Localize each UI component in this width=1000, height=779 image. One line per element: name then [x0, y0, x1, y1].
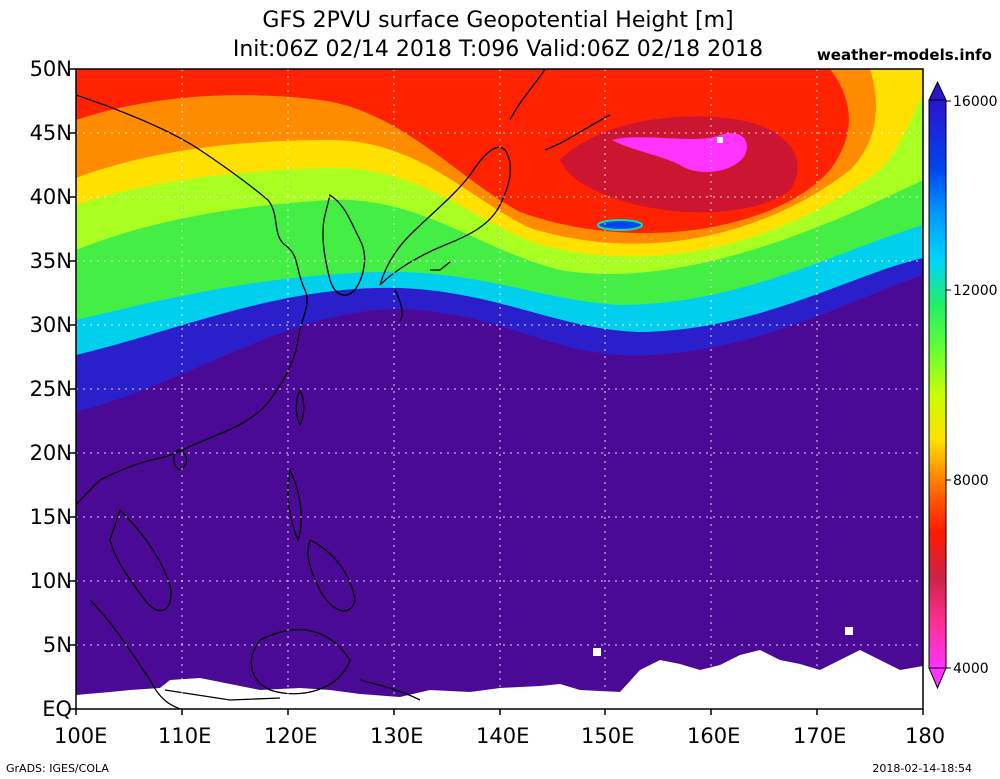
lat-label-20n: 20N: [29, 441, 72, 465]
low-magenta: [612, 132, 748, 173]
colorbar-label-12000: 12000: [953, 283, 998, 299]
coastlines: [76, 69, 611, 709]
colorbar: [928, 80, 951, 690]
colorbar-bottom-arrow: [928, 667, 947, 690]
height-field: [76, 69, 923, 709]
lon-label-100e: 100E: [54, 724, 108, 748]
lat-label-5n: 5N: [42, 633, 72, 657]
lat-label-25n: 25N: [29, 377, 72, 401]
credit-text: weather-models.info: [816, 46, 992, 64]
lon-label-110e: 110E: [158, 724, 212, 748]
footer-timestamp: 2018-02-14-18:54: [872, 762, 972, 775]
lon-label-130e: 130E: [370, 724, 424, 748]
lon-label-170e: 170E: [793, 724, 847, 748]
lat-label-35n: 35N: [29, 249, 72, 273]
colorbar-top-arrow: [928, 80, 947, 101]
subtitle: Init:06Z 02/14 2018 T:096 Valid:06Z 02/1…: [232, 37, 764, 62]
lat-label-10n: 10N: [29, 569, 72, 593]
lat-label-30n: 30N: [29, 313, 72, 337]
lon-label-140e: 140E: [476, 724, 530, 748]
colorbar-label-4000: 4000: [953, 661, 989, 677]
graticule: [76, 69, 923, 709]
lat-label-40n: 40N: [29, 185, 72, 209]
tick-marks: [70, 68, 924, 715]
title: GFS 2PVU surface Geopotential Height [m]: [262, 8, 734, 33]
colorbar-label-8000: 8000: [953, 473, 989, 489]
lon-label-150e: 150E: [581, 724, 635, 748]
lat-label-45n: 45N: [29, 121, 72, 145]
lon-label-120e: 120E: [264, 724, 318, 748]
colorbar-label-16000: 16000: [953, 94, 998, 110]
lat-label-15n: 15N: [29, 505, 72, 529]
lat-label-50n: 50N: [29, 57, 72, 81]
lon-label-180: 180: [905, 724, 946, 748]
footer-software: GrADS: IGES/COLA: [6, 762, 109, 775]
lat-label-eq: EQ: [42, 697, 72, 721]
lon-label-160e: 160E: [687, 724, 741, 748]
small-low: [597, 219, 643, 231]
